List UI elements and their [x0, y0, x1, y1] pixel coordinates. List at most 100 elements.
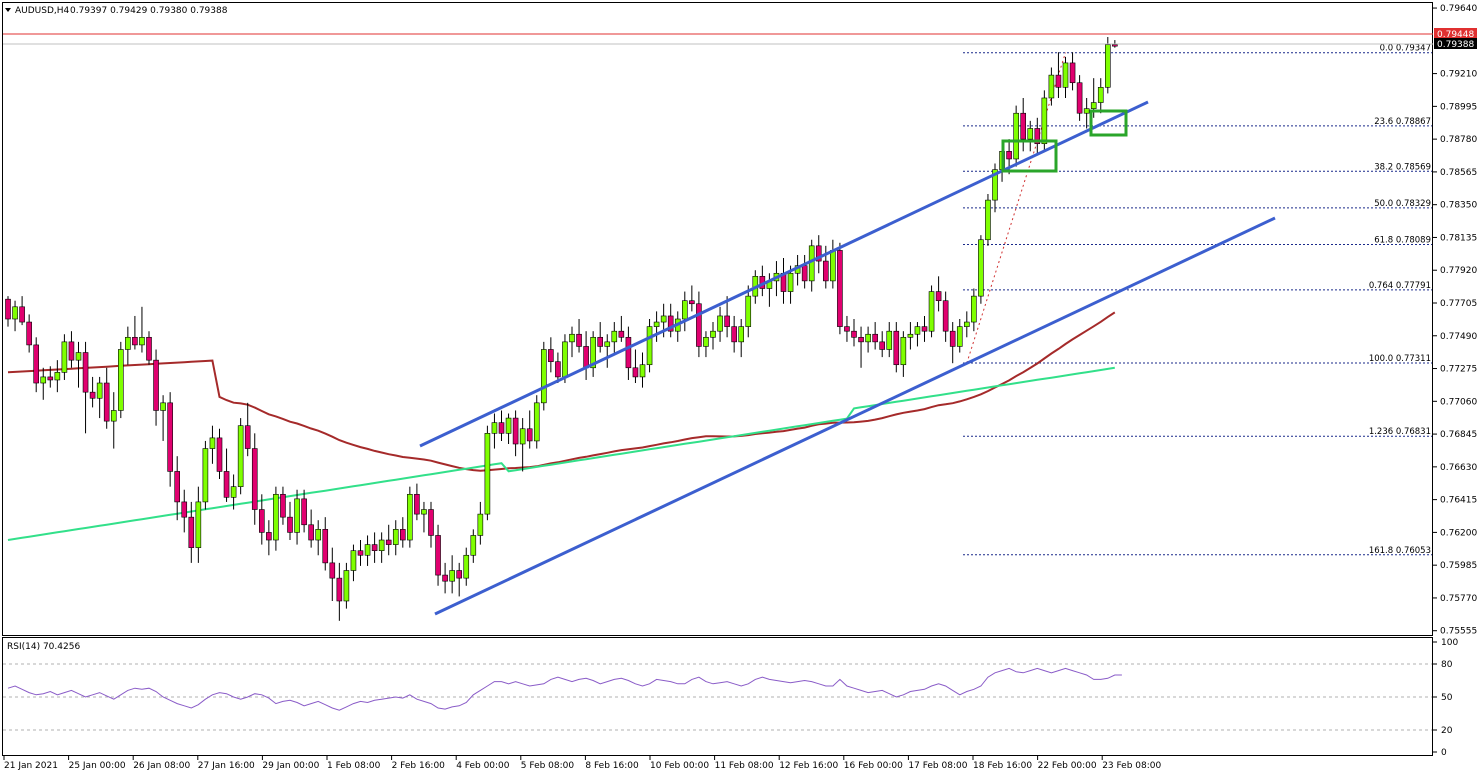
candle-body: [978, 239, 984, 297]
time-tick-label: 16 Feb 00:00: [844, 761, 903, 771]
candle-body: [1069, 62, 1076, 84]
time-tick-label: 18 Feb 16:00: [973, 761, 1032, 771]
candle-body: [526, 428, 533, 442]
candle-body: [667, 315, 674, 332]
time-tick-label: 26 Jan 08:00: [133, 761, 190, 771]
rsi-tick-label: 50: [1441, 693, 1453, 703]
candle-body: [731, 326, 737, 343]
price-tick-label: 0.77705: [1440, 299, 1477, 309]
candle-body: [456, 570, 463, 579]
candle-body: [287, 516, 293, 533]
fibonacci-levels: 0.0 0.79347 23.6 0.78867 38.2 0.78569 50.0 …: [963, 44, 1432, 556]
candle-body: [216, 437, 223, 472]
bid-price-label: 0.79388: [1437, 40, 1474, 50]
candle-body: [392, 529, 399, 545]
candle-body: [597, 336, 604, 347]
candle-body: [921, 326, 928, 332]
rsi-indicator: 100 80 50 20 0: [3, 638, 1458, 758]
candle-body: [435, 535, 441, 576]
candle-body: [498, 422, 505, 434]
candle-body: [266, 532, 272, 541]
candle-body: [385, 539, 392, 545]
candle-body: [350, 550, 357, 571]
candle-body: [357, 550, 364, 556]
candle-body: [153, 359, 159, 411]
candle-body: [681, 300, 688, 320]
candle-body: [1062, 62, 1069, 88]
symbol-label: AUDUSD,H4: [15, 6, 70, 16]
candle-body: [61, 341, 68, 373]
candle-body: [329, 562, 336, 579]
candle-body: [19, 306, 25, 323]
candle-body: [477, 513, 484, 536]
candle-body: [787, 272, 794, 292]
rsi-tick-label: 100: [1441, 638, 1458, 648]
candle-body: [273, 493, 279, 541]
price-tick-label: 0.75555: [1440, 627, 1477, 637]
candle-body: [118, 349, 124, 411]
candle-body: [858, 336, 864, 343]
fib-level-label: 0.764 0.77791: [1369, 281, 1431, 291]
time-tick-label: 2 Feb 16:00: [392, 761, 446, 771]
candle-body: [822, 260, 829, 282]
candle-body: [251, 448, 258, 510]
candle-body: [470, 535, 477, 556]
candle-body: [1097, 87, 1104, 103]
candle-body: [343, 570, 350, 602]
candle-body: [689, 300, 695, 305]
candle-body: [139, 336, 145, 346]
candle-body: [653, 321, 660, 327]
candle-body: [1020, 112, 1027, 140]
candle-body: [985, 199, 991, 241]
retest-highlight-box: [1089, 109, 1128, 137]
price-axis: 0.79640 0.79210 0.78995 0.78780 0.78565 0.783…: [1433, 4, 1477, 637]
candle-body: [160, 402, 166, 411]
price-tick-label: 0.76200: [1440, 528, 1477, 538]
price-tick-label: 0.76415: [1440, 496, 1477, 506]
candle-body: [484, 433, 491, 515]
fib-level-label: 61.8 0.78089: [1374, 235, 1431, 245]
fib-level-label: 0.0 0.79347: [1380, 44, 1431, 54]
fib-level-label: 100.0 0.77311: [1369, 354, 1431, 364]
candle-body: [1034, 128, 1041, 145]
candle-body: [745, 295, 752, 327]
candle-body: [512, 417, 519, 445]
ma-200-line: [7, 366, 1115, 541]
candle-body: [421, 509, 427, 515]
candle-body: [202, 448, 209, 503]
candle-body: [103, 382, 110, 422]
candle-body: [315, 529, 322, 541]
candle-body: [12, 306, 18, 320]
candle-body: [935, 291, 942, 302]
candle-body: [886, 330, 893, 350]
candle-body: [1041, 97, 1048, 145]
candle-body: [308, 524, 314, 541]
candle-body: [1105, 44, 1111, 88]
candle-body: [322, 529, 329, 564]
time-tick-label: 21 Jan 2021: [4, 761, 58, 771]
time-tick-label: 12 Feb 16:00: [779, 761, 838, 771]
fib-level-label: 161.8 0.76053: [1369, 546, 1431, 556]
candle-body: [555, 361, 561, 378]
candle-body: [223, 471, 230, 498]
candle-body: [5, 298, 11, 320]
candle-body: [872, 333, 878, 343]
candle-body: [449, 570, 455, 582]
candle-body: [505, 417, 512, 434]
price-tick-label: 0.79210: [1440, 70, 1477, 80]
candle-body: [188, 516, 195, 548]
candle-body: [371, 544, 378, 551]
candle-body: [801, 265, 808, 282]
candle-body: [717, 315, 723, 332]
candle-body: [865, 333, 871, 343]
price-tick-label: 0.75985: [1440, 561, 1477, 571]
rsi-tick-label: 20: [1441, 726, 1453, 736]
candle-body: [893, 330, 900, 366]
candle-body: [167, 402, 173, 472]
price-tick-label: 0.79640: [1440, 4, 1477, 14]
time-tick-label: 17 Feb 08:00: [908, 761, 967, 771]
symbol-dropdown-icon[interactable]: [5, 8, 11, 12]
candle-body: [75, 352, 82, 361]
